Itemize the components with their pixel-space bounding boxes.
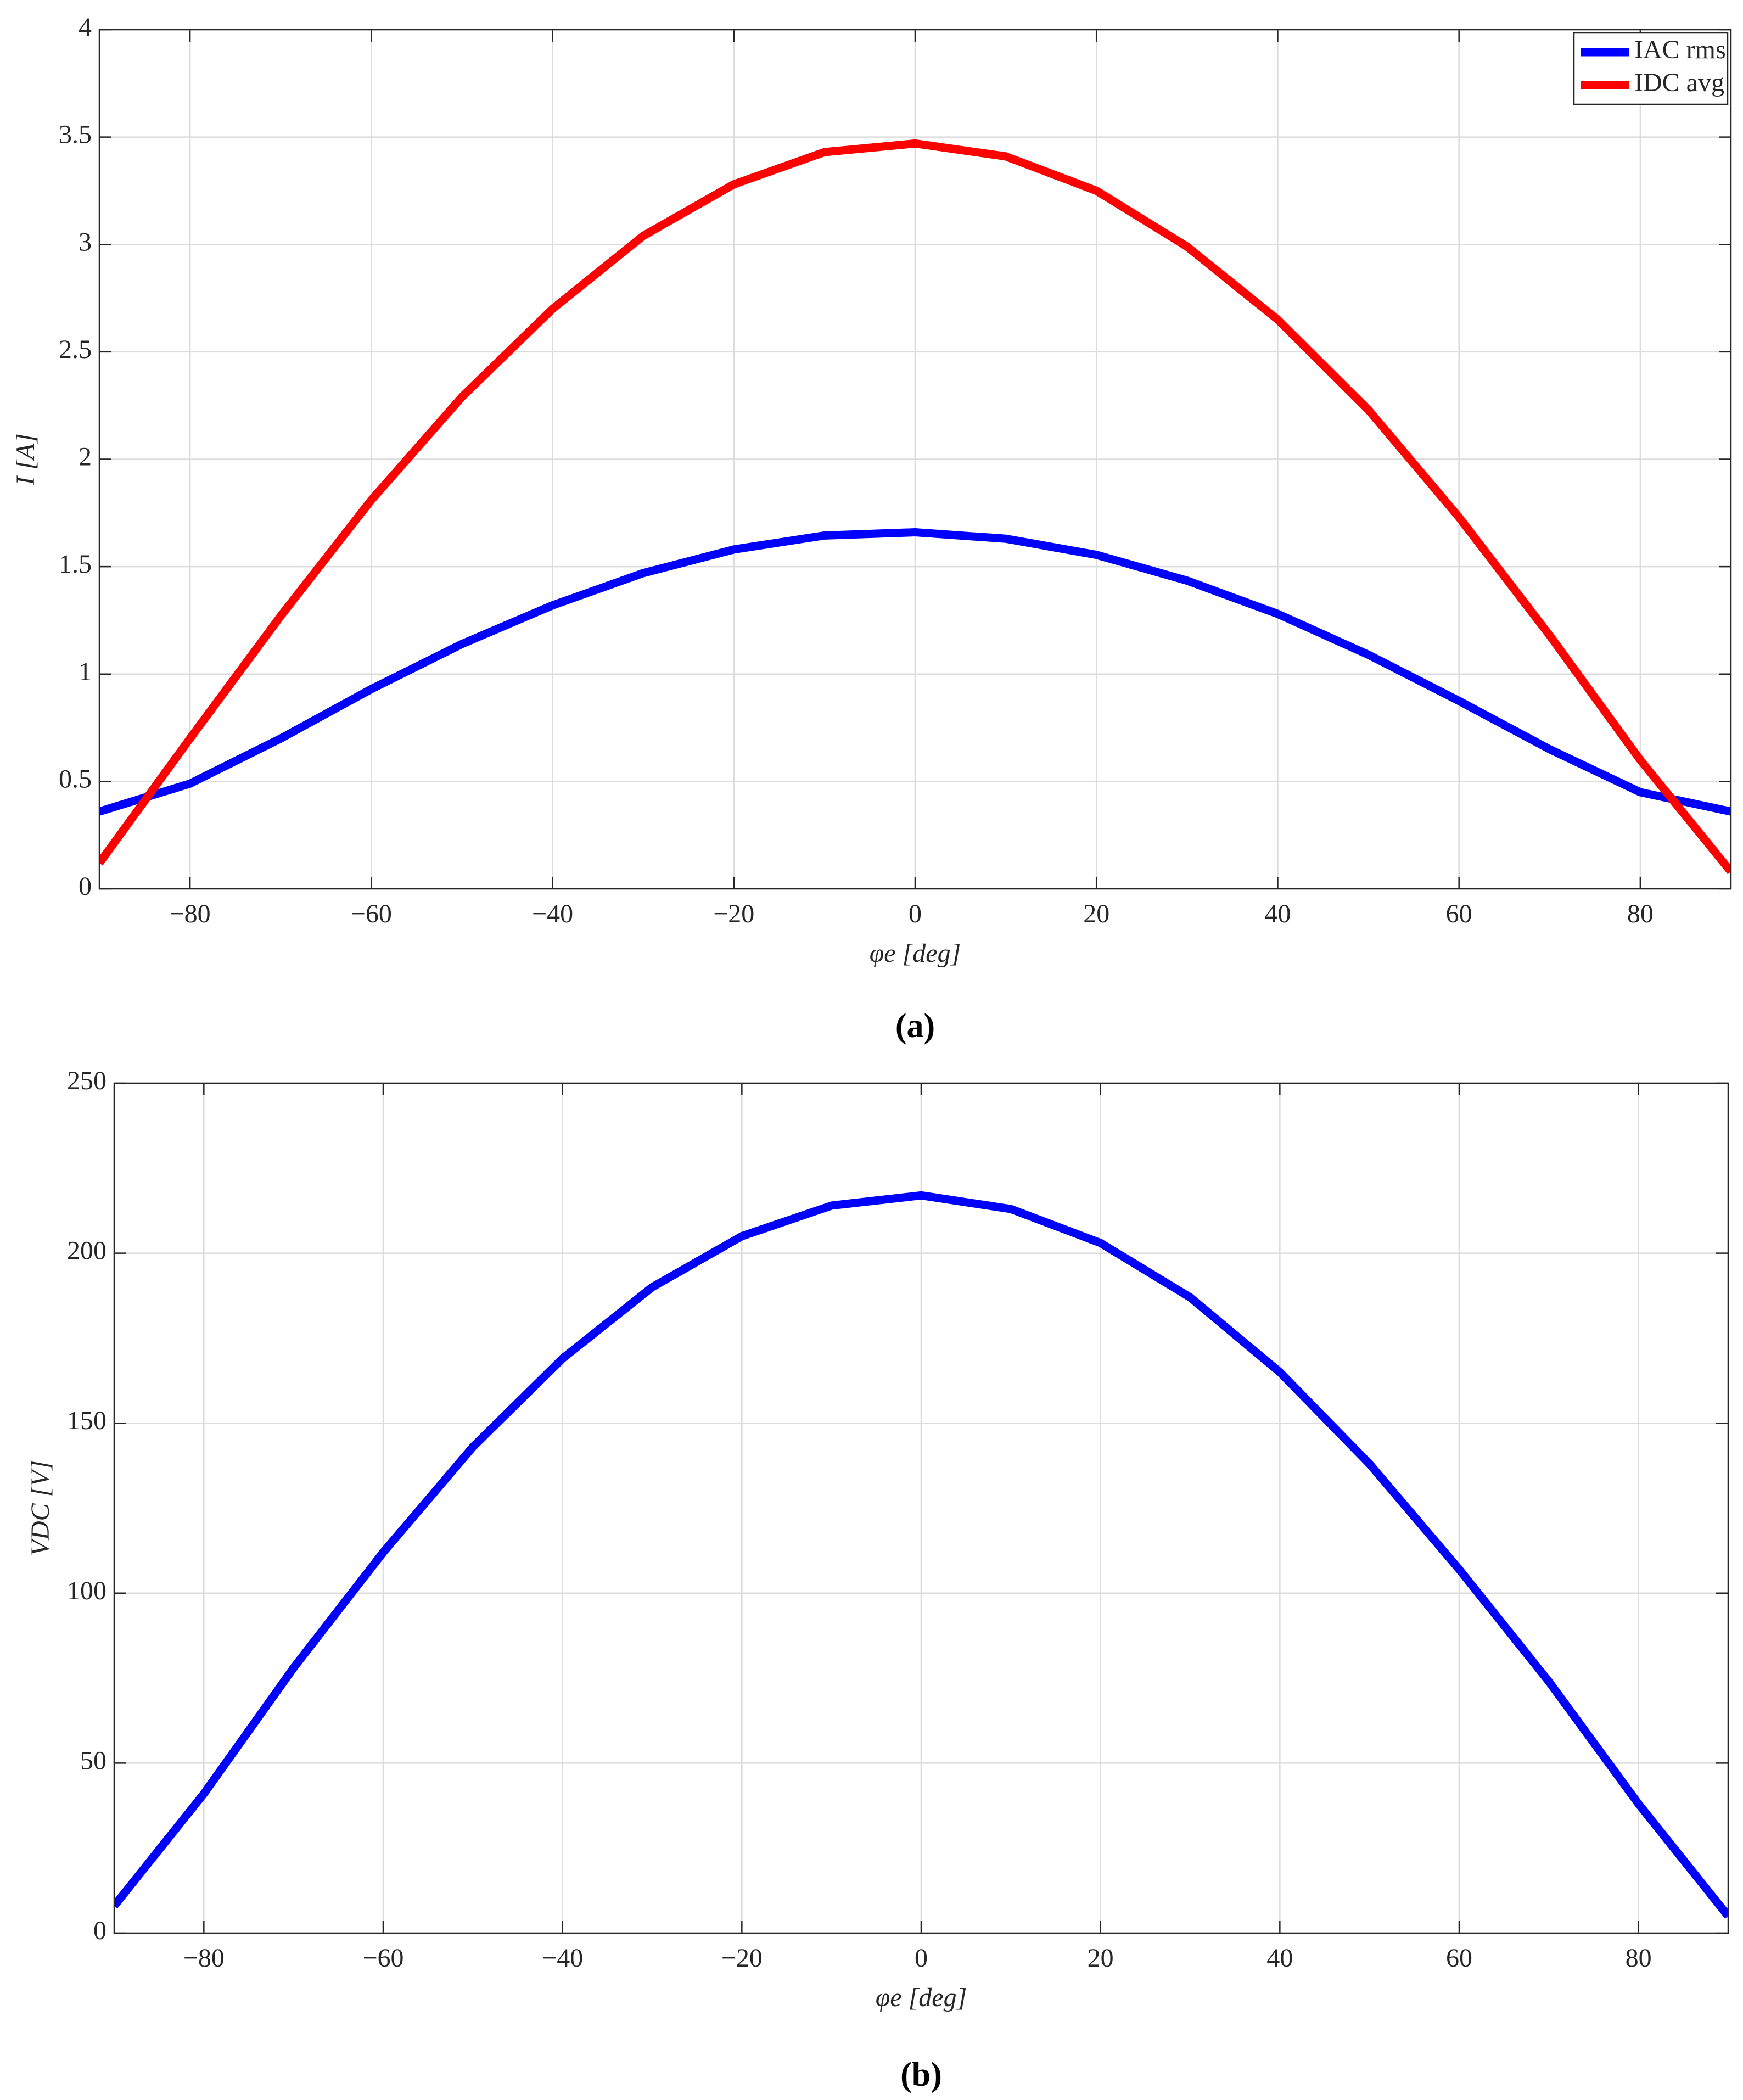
caption: (b) (900, 2056, 942, 2093)
y-tick-label: 3 (79, 227, 92, 256)
y-tick-label: 1 (79, 657, 92, 686)
x-tick-label: 20 (1083, 899, 1109, 928)
x-tick-label: −40 (542, 1944, 583, 1973)
x-tick-label: 40 (1266, 1944, 1293, 1973)
x-tick-label: −80 (170, 899, 211, 928)
y-tick-label: 250 (67, 1066, 107, 1095)
x-tick-label: 80 (1627, 899, 1654, 928)
y-tick-label: 100 (67, 1576, 107, 1605)
line-series (99, 139, 1731, 875)
y-tick-label: 1.5 (59, 550, 92, 579)
y-tick-label: 4 (79, 13, 92, 42)
y-tick-label: 0.5 (59, 764, 92, 793)
x-tick-label: 0 (909, 899, 922, 928)
y-tick-label: 200 (67, 1236, 107, 1265)
x-axis-label: φe [deg] (870, 939, 961, 968)
x-tick-label: −60 (351, 899, 392, 928)
x-tick-label: −60 (362, 1944, 403, 1973)
legend-label: IDC avg (1634, 68, 1724, 97)
x-axis-label: φe [deg] (876, 1983, 967, 2012)
x-tick-label: 20 (1088, 1944, 1114, 1973)
x-tick-label: −40 (532, 899, 573, 928)
x-tick-label: 60 (1446, 1944, 1472, 1973)
x-tick-label: 60 (1446, 899, 1472, 928)
caption: (a) (895, 1007, 935, 1045)
y-axis-label: I [A] (11, 433, 40, 486)
y-tick-label: 2 (79, 443, 92, 472)
y-tick-label: 0 (79, 872, 92, 901)
axes-box (98, 29, 1732, 890)
x-tick-label: 40 (1264, 899, 1291, 928)
x-tick-label: 0 (915, 1944, 928, 1973)
x-tick-label: −20 (713, 899, 754, 928)
y-axis-label: VDC [V] (26, 1460, 55, 1556)
y-tick-label: 50 (80, 1746, 107, 1775)
x-tick-label: −80 (183, 1944, 225, 1973)
y-tick-label: 150 (67, 1406, 107, 1435)
line-series (99, 528, 1731, 816)
y-tick-label: 2.5 (59, 335, 92, 364)
legend-label: IAC rms (1634, 35, 1726, 64)
legend-box (1573, 32, 1729, 105)
x-tick-label: 80 (1626, 1944, 1652, 1973)
x-tick-label: −20 (721, 1944, 763, 1973)
line-series (114, 1191, 1728, 1919)
axes-box (113, 1082, 1729, 1934)
y-tick-label: 3.5 (59, 120, 92, 149)
y-tick-label: 0 (93, 1916, 107, 1945)
